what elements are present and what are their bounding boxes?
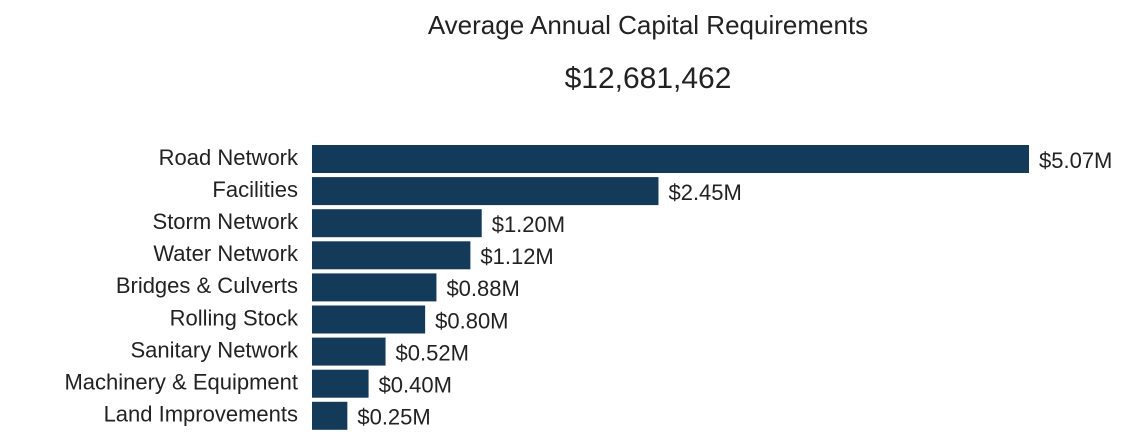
bar: [312, 401, 348, 430]
value-label: $0.88M: [446, 276, 519, 301]
category-label: Facilities: [212, 177, 298, 202]
category-label: Land Improvements: [104, 402, 298, 427]
chart-subtitle: $12,681,462: [565, 62, 732, 95]
value-label: $5.07M: [1039, 148, 1112, 173]
bar: [312, 369, 369, 398]
value-label: $2.45M: [668, 180, 741, 205]
bar: [312, 241, 471, 270]
category-label: Machinery & Equipment: [64, 370, 298, 395]
value-label: $0.80M: [435, 308, 508, 333]
category-label: Bridges & Culverts: [116, 273, 298, 298]
category-label: Storm Network: [153, 209, 299, 234]
category-label: Water Network: [153, 241, 299, 266]
value-label: $1.20M: [492, 212, 565, 237]
bar: [312, 337, 386, 366]
category-label: Sanitary Network: [130, 337, 299, 362]
bar: [312, 145, 1029, 173]
value-label: $0.52M: [396, 340, 469, 365]
bar: [312, 177, 659, 206]
category-label: Rolling Stock: [170, 305, 299, 330]
value-label: $0.25M: [357, 405, 430, 430]
value-label: $1.12M: [480, 244, 553, 269]
category-label: Road Network: [159, 145, 299, 170]
bar: [312, 305, 426, 334]
value-label: $0.40M: [379, 373, 452, 398]
bar: [312, 273, 437, 302]
bar: [312, 209, 482, 238]
chart-title: Average Annual Capital Requirements: [428, 10, 868, 40]
